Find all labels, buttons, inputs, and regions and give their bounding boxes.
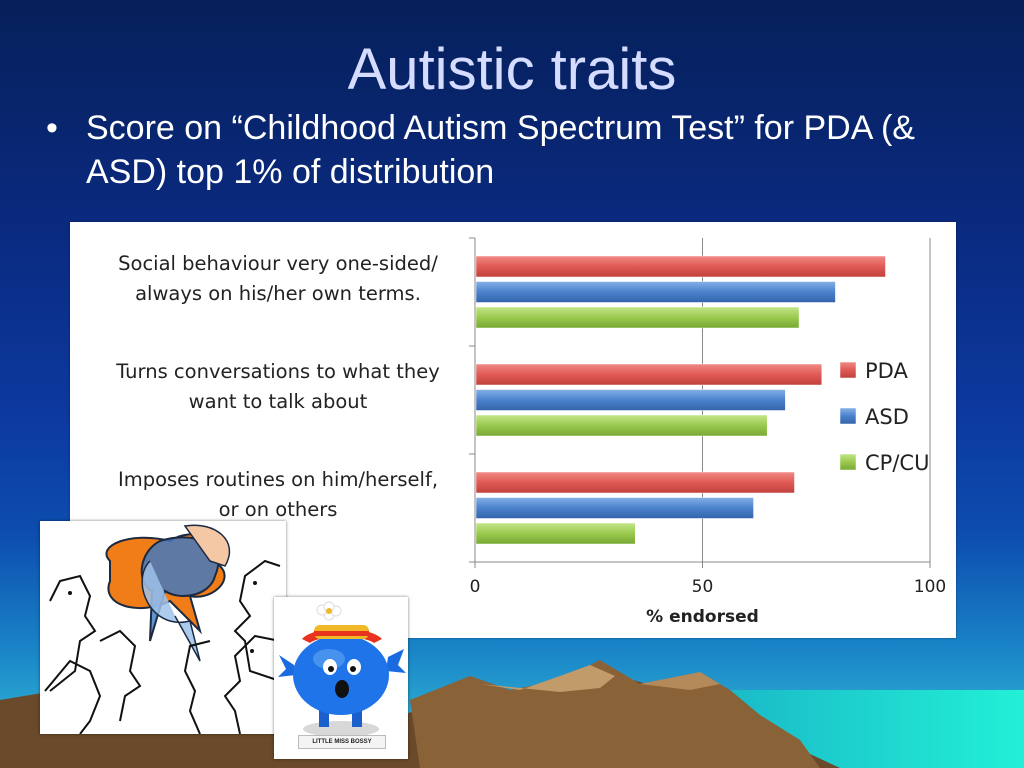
bar-cpcu-2 bbox=[475, 522, 636, 545]
bar-pda-2 bbox=[475, 471, 795, 494]
speech-bubbles-faces-illustration bbox=[40, 521, 286, 735]
legend-label-1: ASD bbox=[865, 405, 909, 429]
legend-swatch-2 bbox=[839, 453, 857, 471]
legend-label-0: PDA bbox=[865, 359, 908, 383]
category-label-2-0: Imposes routines on him/herself, bbox=[118, 468, 438, 491]
x-tick-label-1: 50 bbox=[692, 577, 714, 597]
bar-pda-1 bbox=[475, 363, 823, 386]
x-axis-title: % endorsed bbox=[646, 607, 759, 627]
legend-swatch-1 bbox=[839, 407, 857, 425]
legend-label-2: CP/CU bbox=[865, 451, 929, 475]
x-tick-label-0: 0 bbox=[470, 577, 481, 597]
x-tick-label-2: 100 bbox=[914, 577, 946, 597]
little-miss-bossy-figure: LITTLE MISS BOSSY bbox=[274, 597, 408, 759]
category-label-0-0: Social behaviour very one-sided/ bbox=[118, 252, 438, 275]
figure-caption: LITTLE MISS BOSSY bbox=[298, 735, 386, 749]
bar-chart: 0 50 100 Social behaviour very one-sided/al… bbox=[115, 237, 946, 627]
bar-asd-0 bbox=[475, 281, 836, 303]
bar-cpcu-0 bbox=[475, 306, 800, 329]
category-label-2-1: or on others bbox=[219, 498, 338, 521]
bullet-marker: • bbox=[46, 109, 58, 147]
bar-pda-0 bbox=[475, 255, 886, 278]
bar-cpcu-1 bbox=[475, 414, 768, 437]
bullet-text: Score on “Childhood Autism Spectrum Test… bbox=[86, 109, 915, 191]
bar-asd-1 bbox=[475, 389, 786, 411]
category-label-0-1: always on his/her own terms. bbox=[135, 282, 421, 305]
slide-title: Autistic traits bbox=[347, 37, 677, 102]
legend-swatch-0 bbox=[839, 361, 857, 379]
category-label-1-0: Turns conversations to what they bbox=[115, 360, 440, 383]
category-label-1-1: want to talk about bbox=[189, 390, 368, 413]
bar-asd-2 bbox=[475, 497, 754, 519]
